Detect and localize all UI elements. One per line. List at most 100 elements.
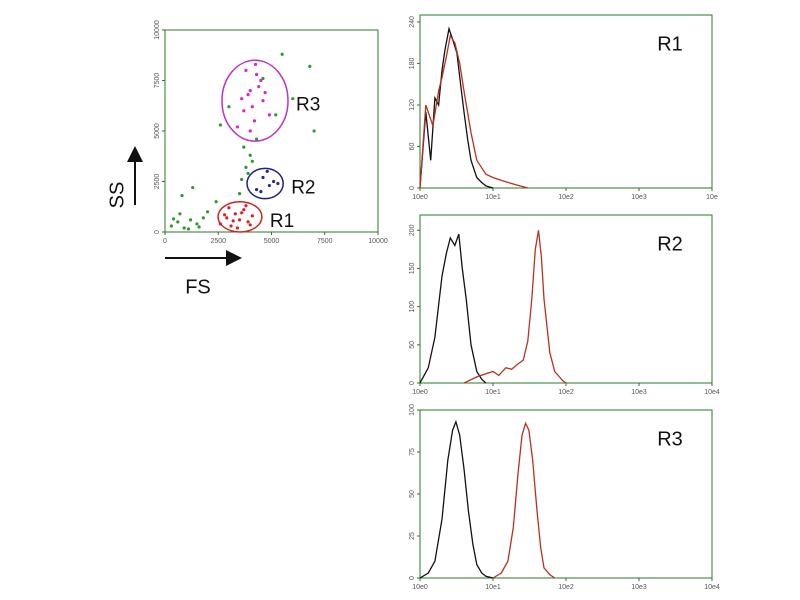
x-tick-label: 10e0 <box>412 194 428 201</box>
event-dot <box>240 211 244 215</box>
y-tick-label: 2500 <box>154 174 161 190</box>
event-dot <box>272 179 276 184</box>
x-tick-label: 10e4 <box>704 389 720 396</box>
panel-label: R3 <box>657 428 683 450</box>
event-dot <box>253 62 258 66</box>
event-dot <box>244 165 248 169</box>
event-dot <box>182 226 186 230</box>
y-tick-label: 25 <box>409 532 416 540</box>
event-dot <box>235 125 240 129</box>
x-tick-label: 10e2 <box>558 194 574 201</box>
gate-label: R3 <box>296 95 320 116</box>
event-dot <box>246 171 250 176</box>
y-tick-label: 10000 <box>154 20 161 40</box>
event-dot <box>267 113 271 117</box>
plot-frame <box>164 29 379 233</box>
y-tick-label: 100 <box>409 404 416 416</box>
event-dot <box>254 72 259 77</box>
event-dot <box>223 213 227 217</box>
x-tick-label: 10e1 <box>485 584 501 591</box>
event-dot <box>248 129 252 133</box>
event-dot <box>237 218 242 222</box>
y-tick-label: 7500 <box>154 73 161 89</box>
event-dot <box>218 123 222 127</box>
x-tick-label: 10e2 <box>558 389 574 396</box>
y-tick-label: 100 <box>409 301 416 313</box>
event-dot <box>250 214 254 218</box>
event-dot <box>248 223 252 227</box>
x-tick-label: 10e0 <box>412 389 428 396</box>
event-dot <box>254 137 259 141</box>
event-dot <box>229 224 233 228</box>
event-dot <box>244 204 248 208</box>
x-tick-label: 10e3 <box>631 389 647 396</box>
event-dot <box>171 217 176 221</box>
y-tick-label: 75 <box>409 448 416 456</box>
event-dot <box>240 97 244 101</box>
y-tick-label: 0 <box>409 381 416 385</box>
y-tick-label: 0 <box>409 186 416 190</box>
event-dot <box>312 129 316 133</box>
y-tick-label: 120 <box>409 99 416 111</box>
x-tick-label: 10e1 <box>485 389 501 396</box>
gate <box>217 200 263 233</box>
event-dot <box>191 185 195 190</box>
event-dot <box>180 194 184 198</box>
event-dot <box>250 105 254 109</box>
y-tick-label: 50 <box>409 490 416 498</box>
y-tick-label: 180 <box>409 57 416 69</box>
event-dot <box>252 119 257 123</box>
event-dot <box>240 177 244 182</box>
x-tick-label: 0 <box>163 238 167 245</box>
x-tick-label: 5000 <box>264 238 280 245</box>
event-dot <box>186 227 191 231</box>
histogram-line <box>419 26 494 189</box>
event-dot <box>265 169 269 173</box>
histogram-line <box>419 233 487 384</box>
x-tick-label: 10e1 <box>485 194 501 201</box>
x-tick-label: 10e3 <box>631 194 647 201</box>
gate-label: R1 <box>270 211 294 232</box>
event-dot <box>201 216 205 220</box>
event-dot <box>261 76 265 81</box>
x-tick-label: 10e3 <box>631 584 647 591</box>
event-dot <box>197 225 201 229</box>
x-tick-label: 10e0 <box>412 584 428 591</box>
event-dot <box>274 113 278 117</box>
event-dot <box>227 206 231 210</box>
gate <box>246 167 284 200</box>
event-dot <box>237 192 242 196</box>
event-dot <box>206 210 210 214</box>
histogram-line <box>419 419 494 579</box>
event-dot <box>257 84 261 89</box>
event-dot <box>259 78 263 83</box>
event-dot <box>246 220 250 224</box>
event-dot <box>214 200 218 204</box>
event-dot <box>231 219 235 223</box>
y-axis-label: SS <box>106 182 128 209</box>
event-dot <box>246 93 250 97</box>
x-tick-label: 10e <box>706 194 718 201</box>
event-dot <box>280 52 284 56</box>
y-tick-label: 200 <box>409 224 416 236</box>
x-tick-label: 10e4 <box>704 584 720 591</box>
panel-label: R1 <box>657 33 683 55</box>
event-dot <box>227 105 231 109</box>
x-tick-label: 2500 <box>210 238 226 245</box>
event-dot <box>276 181 280 186</box>
event-dot <box>254 187 259 192</box>
x-tick-label: 10e2 <box>558 584 574 591</box>
panel-label: R2 <box>657 233 683 255</box>
y-tick-label: 5000 <box>154 123 161 139</box>
x-tick-label: 10000 <box>368 238 388 245</box>
event-dot <box>242 208 246 212</box>
event-dot <box>308 64 312 68</box>
event-dot <box>261 175 265 180</box>
x-tick-label: 7500 <box>317 238 333 245</box>
event-dot <box>267 183 271 188</box>
event-dot <box>248 153 252 157</box>
event-dot <box>176 220 180 224</box>
event-dot <box>233 212 237 216</box>
event-dot <box>248 89 252 93</box>
